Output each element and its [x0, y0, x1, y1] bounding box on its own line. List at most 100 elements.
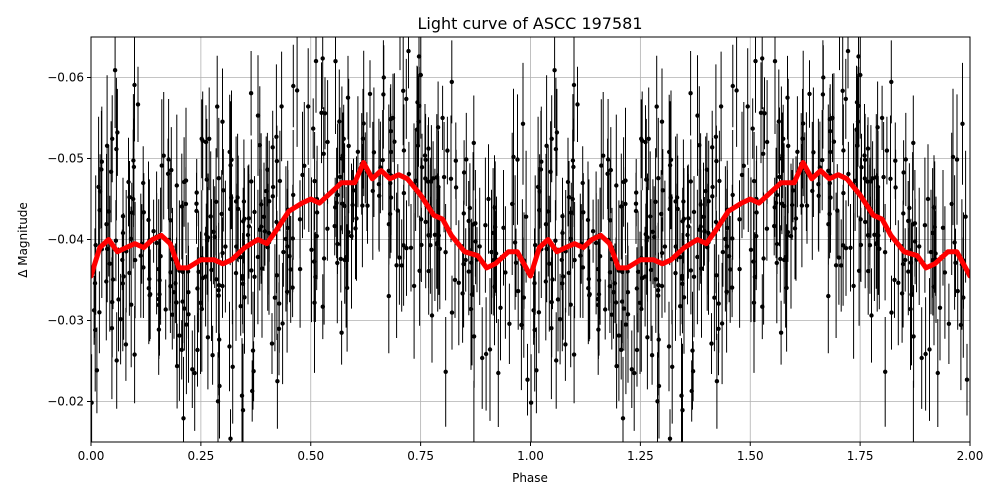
data-point [595, 296, 601, 302]
data-point [548, 169, 553, 174]
data-point [461, 261, 466, 267]
data-point [217, 383, 222, 389]
data-point [183, 201, 189, 207]
data-point [644, 177, 649, 182]
data-point [401, 243, 406, 248]
data-point [181, 416, 186, 421]
data-point [415, 143, 421, 148]
data-point [552, 68, 557, 73]
data-point [911, 140, 916, 146]
data-point [440, 115, 445, 121]
data-point [714, 158, 719, 164]
data-point [132, 352, 137, 357]
data-point [156, 302, 161, 308]
data-point [633, 208, 639, 214]
data-point [121, 274, 126, 279]
data-point [93, 242, 98, 248]
data-point [335, 192, 340, 198]
data-point [463, 257, 468, 263]
data-point [165, 171, 171, 176]
data-point [110, 136, 115, 141]
data-point [862, 176, 867, 181]
data-point [416, 54, 422, 59]
data-point [868, 179, 874, 184]
data-point [653, 199, 658, 204]
data-point [302, 163, 307, 168]
data-point [656, 383, 662, 389]
data-point [173, 281, 178, 286]
data-point [113, 238, 119, 243]
data-point [361, 121, 366, 126]
data-point [264, 188, 269, 194]
data-point [774, 241, 780, 247]
data-point [893, 158, 898, 163]
data-point [343, 255, 349, 260]
data-point [675, 206, 680, 212]
data-point [194, 190, 199, 195]
data-point [156, 266, 161, 272]
data-point [717, 178, 722, 184]
data-point [678, 304, 683, 309]
data-point [858, 217, 863, 222]
data-point [94, 368, 100, 373]
data-point [138, 253, 143, 258]
data-point [547, 261, 552, 266]
data-point [240, 408, 246, 413]
data-point [616, 333, 622, 338]
data-point [169, 167, 174, 173]
data-point [208, 214, 213, 219]
data-point [493, 224, 498, 230]
data-point [779, 201, 785, 206]
data-point [443, 250, 448, 255]
data-point [674, 195, 680, 200]
data-point [311, 126, 316, 131]
data-point [386, 222, 392, 227]
data-point [919, 355, 924, 361]
data-point [460, 291, 465, 296]
data-point [820, 157, 825, 163]
data-point [443, 369, 448, 374]
data-point [259, 224, 264, 229]
data-point [908, 306, 913, 312]
data-point [828, 149, 833, 155]
data-point [287, 254, 292, 259]
data-point [620, 416, 626, 421]
data-point [549, 136, 554, 141]
data-point [183, 178, 189, 183]
data-point [781, 136, 786, 141]
data-point [432, 232, 438, 237]
data-point [428, 243, 433, 248]
data-point [726, 254, 732, 259]
data-point [516, 288, 521, 294]
data-point [204, 177, 209, 182]
data-point [214, 277, 219, 282]
data-point [456, 280, 461, 285]
x-tick-label: 1.50 [737, 449, 764, 463]
data-point [827, 117, 833, 122]
data-point [501, 225, 506, 230]
data-point [177, 333, 182, 338]
data-point [585, 217, 591, 223]
data-point [297, 217, 303, 222]
data-point [417, 268, 422, 273]
data-point [521, 295, 526, 300]
error-bars [91, 37, 968, 442]
data-point [333, 59, 338, 64]
data-point [223, 244, 228, 249]
data-point [623, 322, 629, 327]
data-point [510, 201, 515, 207]
data-point [701, 214, 706, 219]
data-point [415, 100, 420, 105]
data-point [874, 175, 879, 180]
data-point [464, 157, 469, 162]
data-point [520, 121, 526, 127]
data-point [889, 79, 894, 85]
data-point [448, 176, 454, 181]
data-point [837, 14, 841, 18]
data-point [112, 68, 118, 73]
data-point [166, 157, 171, 162]
data-point [110, 299, 115, 305]
data-point [734, 88, 739, 93]
data-point [698, 224, 703, 229]
data-point [826, 222, 831, 227]
